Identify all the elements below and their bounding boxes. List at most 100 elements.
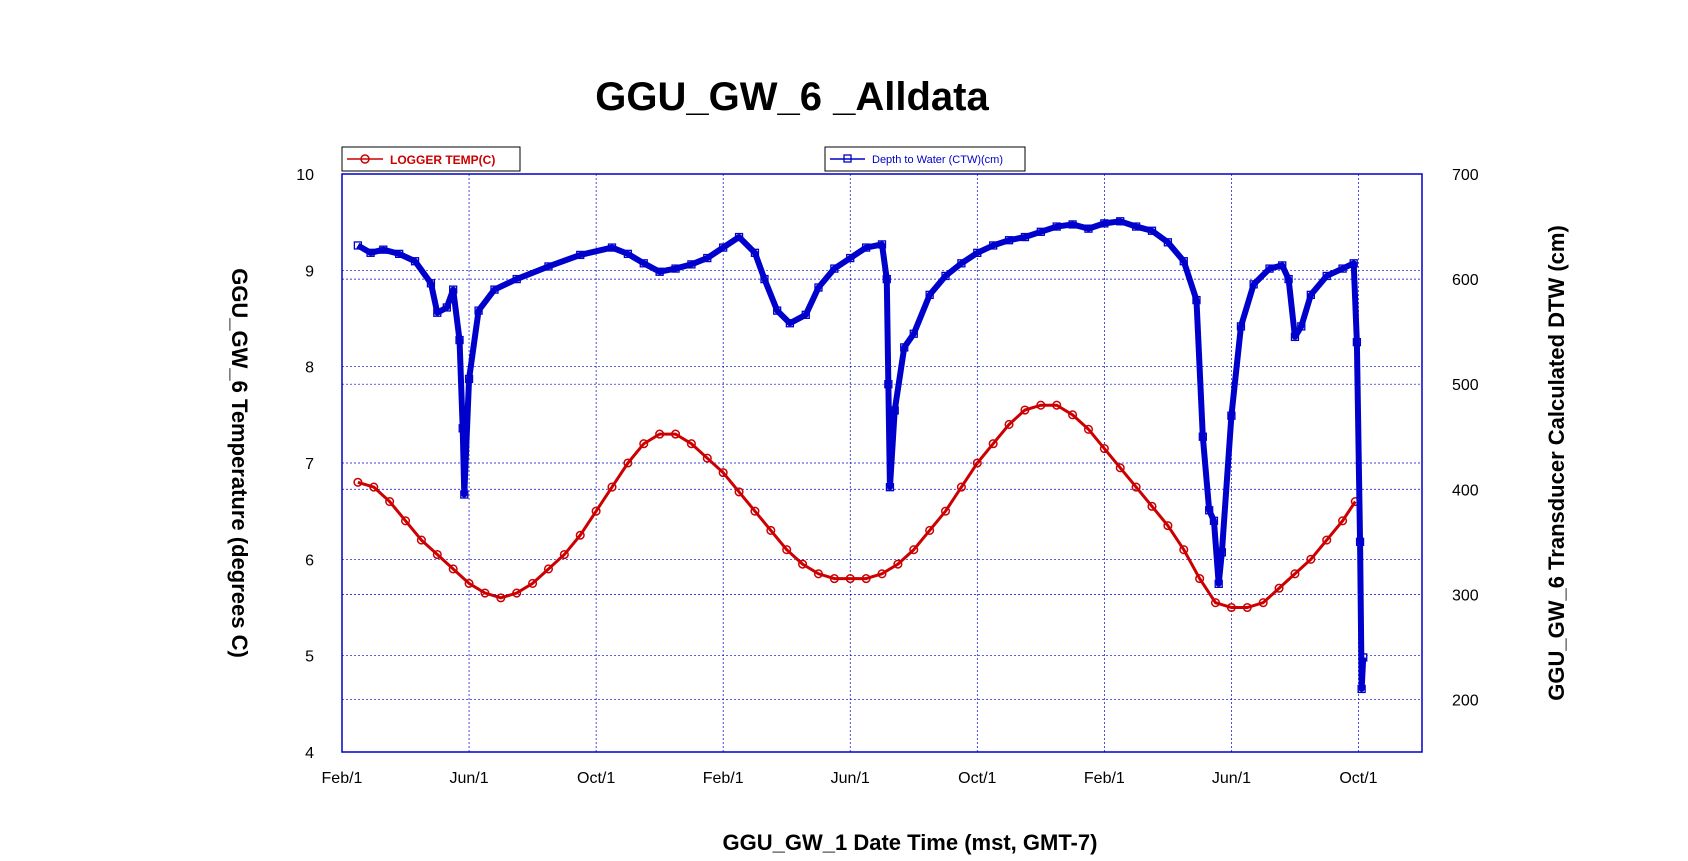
temp-point-33 xyxy=(877,569,887,579)
dtw-point-65 xyxy=(1217,548,1227,557)
y2-tick-label: 700 xyxy=(1452,167,1479,184)
temp-point-56 xyxy=(1242,602,1252,613)
dtw-point-73 xyxy=(1297,322,1306,331)
dtw-point-37 xyxy=(882,274,891,284)
temp-point-11 xyxy=(528,578,538,588)
dtw-point-50 xyxy=(1036,227,1045,236)
dtw-point-0 xyxy=(353,241,363,250)
dtw-point-74 xyxy=(1306,290,1315,300)
dtw-point-52 xyxy=(1068,220,1077,229)
dtw-point-71 xyxy=(1284,274,1293,284)
temp-point-25 xyxy=(750,506,760,516)
dtw-point-17 xyxy=(576,250,585,260)
temp-point-39 xyxy=(972,458,982,468)
dtw-point-44 xyxy=(941,271,950,281)
dtw-line xyxy=(356,218,1367,692)
temp-point-1 xyxy=(369,482,379,492)
dtw-point-45 xyxy=(957,259,966,268)
legend-temp-label: LOGGER TEMP(C) xyxy=(390,153,495,167)
y2-axis-ticks: 200 300 400 500 600 700 xyxy=(1452,167,1479,709)
legend-dtw: Depth to Water (CTW)(cm) xyxy=(824,146,1026,172)
dtw-point-6 xyxy=(433,308,442,317)
dtw-point-63 xyxy=(1209,516,1219,525)
series-depth-to-water xyxy=(353,217,1368,694)
dtw-point-48 xyxy=(1004,236,1014,245)
dtw-point-72 xyxy=(1290,332,1300,342)
temp-point-61 xyxy=(1322,535,1332,545)
temp-point-18 xyxy=(639,439,649,449)
temp-point-22 xyxy=(702,453,712,463)
temp-point-60 xyxy=(1306,554,1316,564)
dtw-point-53 xyxy=(1084,224,1093,233)
dtw-point-14 xyxy=(490,285,499,294)
y-tick-label: 5 xyxy=(305,649,314,666)
dtw-point-35 xyxy=(861,243,871,252)
dtw-point-70 xyxy=(1278,261,1287,270)
dtw-point-5 xyxy=(426,279,436,288)
temp-point-14 xyxy=(575,530,585,540)
legend-temp: LOGGER TEMP(C) xyxy=(341,146,521,172)
y-tick-label: 4 xyxy=(305,745,314,762)
x-tick-label: Oct/1 xyxy=(1339,770,1377,787)
dtw-point-67 xyxy=(1236,322,1246,331)
dtw-point-54 xyxy=(1100,219,1109,228)
temp-point-55 xyxy=(1226,602,1236,613)
dtw-point-79 xyxy=(1355,537,1365,546)
temp-point-10 xyxy=(512,588,522,598)
temp-point-36 xyxy=(925,525,935,535)
dtw-point-47 xyxy=(989,241,998,250)
temp-point-2 xyxy=(385,496,395,507)
temp-point-37 xyxy=(940,506,951,516)
dtw-point-3 xyxy=(395,249,404,259)
dtw-point-19 xyxy=(623,249,633,259)
temp-point-19 xyxy=(655,429,665,439)
temp-point-48 xyxy=(1115,463,1125,473)
temp-point-24 xyxy=(734,487,744,497)
dtw-point-27 xyxy=(750,248,760,257)
temp-point-31 xyxy=(845,574,855,584)
dtw-point-13 xyxy=(474,306,483,315)
plot-frame xyxy=(341,173,1423,753)
dtw-point-31 xyxy=(801,310,810,319)
temp-point-20 xyxy=(670,429,681,439)
temp-point-30 xyxy=(829,574,839,584)
dtw-point-32 xyxy=(814,283,823,292)
dtw-point-40 xyxy=(890,406,899,415)
temp-point-15 xyxy=(591,506,601,516)
temp-point-42 xyxy=(1020,405,1030,415)
y-tick-label: 9 xyxy=(305,263,314,280)
x-axis-ticks: Feb/1 Jun/1 Oct/1 Feb/1 Jun/1 Oct/1 Feb/1 Jun/1… xyxy=(322,770,1378,787)
temp-point-53 xyxy=(1195,574,1205,584)
x-tick-label: Feb/1 xyxy=(703,770,744,787)
dtw-point-2 xyxy=(379,245,388,254)
temp-point-50 xyxy=(1147,501,1157,511)
temp-point-16 xyxy=(607,482,617,492)
x-tick-label: Oct/1 xyxy=(958,770,996,787)
temp-point-7 xyxy=(464,578,474,588)
dtw-point-15 xyxy=(512,274,521,284)
temp-point-17 xyxy=(623,458,633,468)
y2-tick-label: 400 xyxy=(1452,482,1479,499)
dtw-point-34 xyxy=(846,253,855,263)
temp-point-8 xyxy=(480,588,490,598)
temp-point-12 xyxy=(543,564,554,574)
temp-point-54 xyxy=(1210,598,1221,608)
temp-point-59 xyxy=(1290,569,1300,579)
dtw-point-29 xyxy=(773,306,782,315)
dtw-point-75 xyxy=(1322,271,1331,281)
dtw-point-55 xyxy=(1116,217,1125,226)
temp-point-27 xyxy=(782,545,792,555)
temp-point-0 xyxy=(353,477,363,487)
dtw-point-9 xyxy=(455,335,464,345)
x-tick-label: Jun/1 xyxy=(1212,770,1251,787)
dtw-point-59 xyxy=(1179,257,1188,266)
y-axis-ticks: 4 5 6 7 8 9 10 xyxy=(296,167,314,762)
dtw-point-12 xyxy=(464,374,474,384)
y-tick-label: 10 xyxy=(296,167,314,184)
temp-point-32 xyxy=(861,574,871,584)
dtw-point-28 xyxy=(760,274,769,284)
x-tick-label: Jun/1 xyxy=(449,770,488,787)
temp-point-23 xyxy=(718,468,728,478)
